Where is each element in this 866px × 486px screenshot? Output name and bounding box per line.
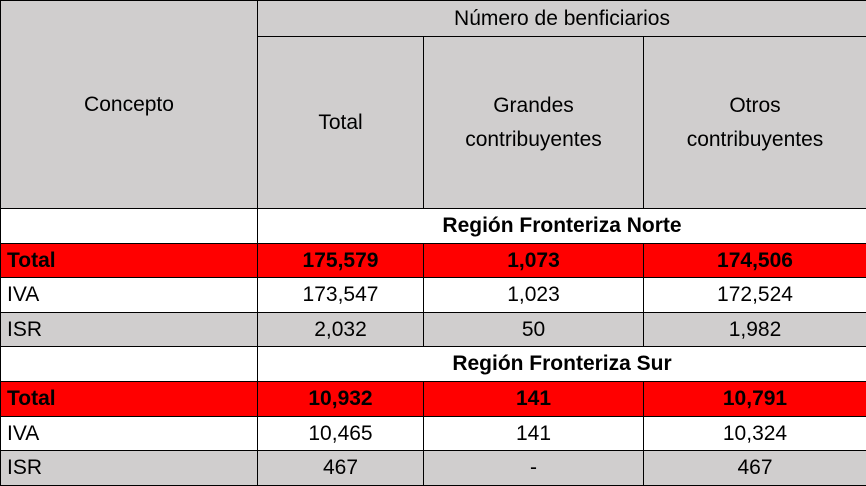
region-title-sur: Región Fronteriza Sur <box>258 347 866 382</box>
header-grandes-line1: Grandes <box>424 89 643 123</box>
header-otros-line1: Otros <box>644 89 866 123</box>
header-grandes-line2: contribuyentes <box>424 123 643 157</box>
header-numero-beneficiarios: Número de benficiarios <box>258 1 866 37</box>
row-total: 10,932 <box>258 381 424 416</box>
table-row-total-sur: Total 10,932 141 10,791 <box>1 381 866 416</box>
region-row-sur: Región Fronteriza Sur <box>1 347 866 382</box>
row-otros: 172,524 <box>644 278 866 313</box>
region-spacer <box>1 209 258 244</box>
table-row-isr-sur: ISR 467 - 467 <box>1 451 866 486</box>
row-total: 467 <box>258 451 424 486</box>
row-concepto: ISR <box>1 451 258 486</box>
row-concepto: Total <box>1 243 258 278</box>
row-total: 175,579 <box>258 243 424 278</box>
region-title-norte: Región Fronteriza Norte <box>258 209 866 244</box>
row-otros: 174,506 <box>644 243 866 278</box>
row-grandes: 1,023 <box>424 278 644 313</box>
row-concepto: ISR <box>1 312 258 347</box>
header-total: Total <box>258 37 424 209</box>
header-otros-contribuyentes: Otros contribuyentes <box>644 37 866 209</box>
row-grandes: 1,073 <box>424 243 644 278</box>
row-otros: 467 <box>644 451 866 486</box>
region-spacer <box>1 347 258 382</box>
region-row-norte: Región Fronteriza Norte <box>1 209 866 244</box>
row-concepto: IVA <box>1 278 258 313</box>
table-row-iva-norte: IVA 173,547 1,023 172,524 <box>1 278 866 313</box>
header-concepto: Concepto <box>1 1 258 209</box>
row-otros: 10,791 <box>644 381 866 416</box>
row-otros: 1,982 <box>644 312 866 347</box>
header-otros-line2: contribuyentes <box>644 123 866 157</box>
row-total: 2,032 <box>258 312 424 347</box>
row-grandes: - <box>424 451 644 486</box>
row-grandes: 141 <box>424 416 644 451</box>
row-otros: 10,324 <box>644 416 866 451</box>
table-row-total-norte: Total 175,579 1,073 174,506 <box>1 243 866 278</box>
table-row-iva-sur: IVA 10,465 141 10,324 <box>1 416 866 451</box>
row-total: 10,465 <box>258 416 424 451</box>
header-grandes-contribuyentes: Grandes contribuyentes <box>424 37 644 209</box>
row-concepto: Total <box>1 381 258 416</box>
row-grandes: 50 <box>424 312 644 347</box>
row-grandes: 141 <box>424 381 644 416</box>
table-row-isr-norte: ISR 2,032 50 1,982 <box>1 312 866 347</box>
row-total: 173,547 <box>258 278 424 313</box>
row-concepto: IVA <box>1 416 258 451</box>
